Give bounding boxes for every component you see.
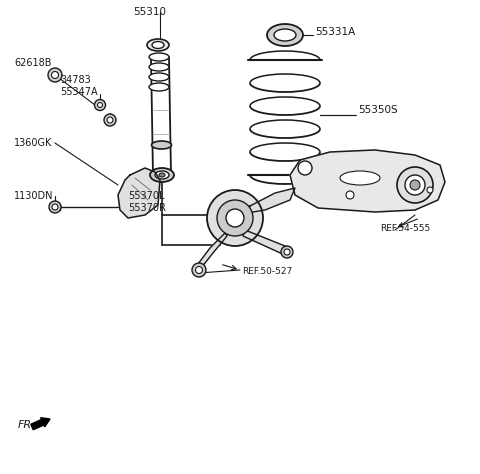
Circle shape bbox=[51, 72, 59, 79]
Ellipse shape bbox=[149, 73, 169, 81]
Ellipse shape bbox=[340, 171, 380, 185]
Ellipse shape bbox=[274, 29, 296, 41]
Polygon shape bbox=[195, 233, 227, 273]
Circle shape bbox=[427, 187, 433, 193]
Circle shape bbox=[107, 117, 113, 123]
Circle shape bbox=[410, 180, 420, 190]
Text: REF.54-555: REF.54-555 bbox=[380, 224, 430, 233]
Ellipse shape bbox=[149, 83, 169, 91]
Ellipse shape bbox=[150, 168, 174, 182]
Circle shape bbox=[95, 100, 106, 110]
Text: 1360GK: 1360GK bbox=[14, 138, 52, 148]
Text: FR.: FR. bbox=[18, 420, 36, 430]
Circle shape bbox=[192, 263, 206, 277]
Circle shape bbox=[217, 200, 253, 236]
Ellipse shape bbox=[155, 171, 169, 179]
Text: 1130DN: 1130DN bbox=[14, 191, 53, 201]
Circle shape bbox=[49, 201, 61, 213]
Polygon shape bbox=[243, 230, 290, 256]
Circle shape bbox=[397, 167, 433, 203]
Circle shape bbox=[346, 191, 354, 199]
Circle shape bbox=[284, 249, 290, 255]
Text: REF.50-527: REF.50-527 bbox=[242, 267, 292, 276]
Circle shape bbox=[104, 114, 116, 126]
Ellipse shape bbox=[152, 42, 164, 48]
Ellipse shape bbox=[149, 63, 169, 71]
Ellipse shape bbox=[159, 173, 165, 177]
Circle shape bbox=[298, 161, 312, 175]
Circle shape bbox=[281, 246, 293, 258]
Text: 55310: 55310 bbox=[133, 7, 166, 17]
Circle shape bbox=[52, 204, 58, 210]
FancyArrow shape bbox=[31, 418, 50, 430]
Text: 34783: 34783 bbox=[60, 75, 91, 85]
Text: 62618B: 62618B bbox=[14, 58, 51, 68]
Ellipse shape bbox=[267, 24, 303, 46]
Text: 55370R: 55370R bbox=[128, 203, 166, 213]
Ellipse shape bbox=[152, 141, 171, 149]
Circle shape bbox=[405, 175, 425, 195]
Circle shape bbox=[48, 68, 62, 82]
Circle shape bbox=[207, 190, 263, 246]
Ellipse shape bbox=[147, 39, 169, 51]
Text: 55370L: 55370L bbox=[128, 191, 165, 201]
Circle shape bbox=[226, 209, 244, 227]
Text: 55331A: 55331A bbox=[315, 27, 355, 37]
Polygon shape bbox=[247, 188, 295, 213]
Polygon shape bbox=[118, 168, 160, 218]
Circle shape bbox=[195, 266, 203, 273]
Polygon shape bbox=[290, 150, 445, 212]
Circle shape bbox=[97, 102, 103, 108]
Ellipse shape bbox=[149, 53, 169, 61]
Text: 55347A: 55347A bbox=[60, 87, 97, 97]
Text: 55350S: 55350S bbox=[358, 105, 397, 115]
